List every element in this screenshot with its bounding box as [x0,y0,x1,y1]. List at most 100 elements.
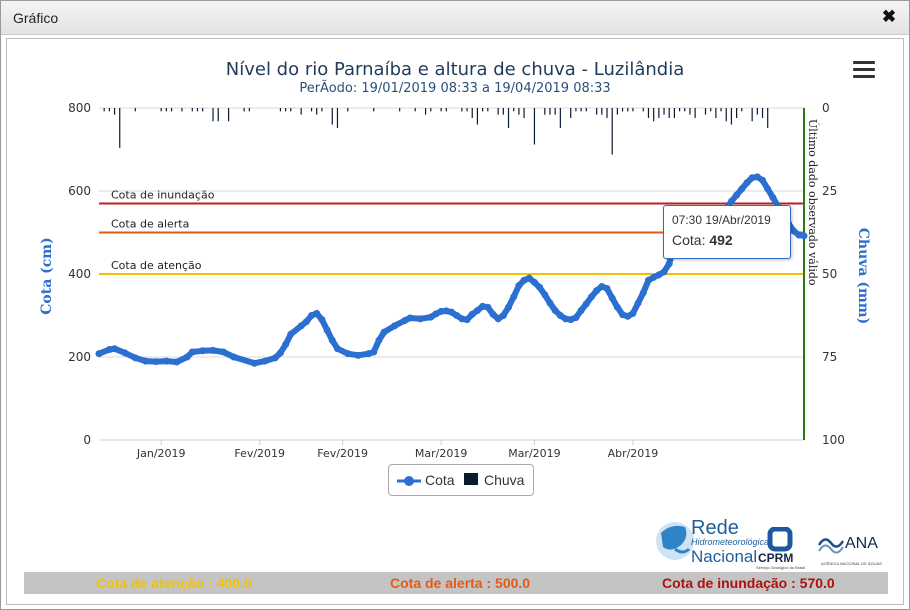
ana-logo-text: ANA [845,535,878,552]
cota-point [603,285,611,293]
cota-point [551,307,559,315]
cota-point [432,310,440,318]
cota-point [510,293,518,301]
x-tick-label: Fev/2019 [234,447,285,460]
cota-point [639,289,647,297]
cota-point [95,350,103,358]
chart-menu-hamburger-icon[interactable] [853,61,875,79]
cota-point [613,303,621,311]
x-tick-label: Mar/2019 [415,447,467,460]
cprm-logo-text: CPRM [758,551,794,565]
cota-point [333,345,341,353]
y-right-tick-label: 100 [822,433,845,447]
last-data-label: Último dado observado válido [806,119,820,286]
y-left-tick-label: 800 [68,101,91,115]
cota-point [665,260,673,268]
ana-logo-small: AGÊNCIA NACIONAL DE ÁGUAS [821,561,882,566]
y-right-axis-title: Chuva (mm) [855,228,871,324]
cota-point [748,174,756,182]
cota-point [261,357,269,365]
rede-logo-line1: Rede [691,517,739,539]
cota-point [230,353,238,361]
chart-tooltip: 07:30 19/Abr/2019 Cota: 492 [663,205,791,259]
cota-point [577,307,585,315]
cota-point [790,227,798,235]
cota-point [759,176,767,184]
y-right-tick-label: 0 [822,101,830,115]
x-tick-label: Fev/2019 [317,447,368,460]
cota-point [121,349,129,357]
y-left-tick-label: 600 [68,184,91,198]
ana-waves-icon [817,538,845,554]
cota-point [448,308,455,316]
cota-point [297,322,305,330]
cota-point [587,293,595,301]
cota-point [370,348,378,356]
cota-point [318,316,326,324]
cota-point [344,350,352,358]
cota-point [313,309,321,317]
legend-chuva-square-icon [464,473,478,485]
y-right-tick-label: 50 [822,267,837,281]
cota-point [556,312,564,319]
cota-point [152,358,160,366]
y-right-tick-label: 25 [822,184,837,198]
cota-point [593,287,601,295]
cota-point [282,341,290,349]
rede-logo-line2: Hidrometeorológica [691,537,770,547]
legend-item-cota[interactable]: Cota [425,472,455,488]
threshold-label: Cota de atenção [111,259,202,272]
tooltip-date: 07:30 19/Abr/2019 [672,213,771,227]
cota-point [427,313,435,321]
cota-point [142,357,150,365]
chart-container: Nível do rio Parnaíba e altura de chuva … [6,38,904,605]
cota-point [572,314,580,322]
footer-cota-inundacao: Cota de inundação : 570.0 [662,575,835,591]
cota-point [795,231,803,239]
y-left-axis-title: Cota (cm) [39,237,55,314]
cota-point [463,316,471,324]
y-left-tick-label: 200 [68,350,91,364]
rede-logo-line3: Nacional [691,547,758,566]
cota-point [660,268,668,276]
footer-cota-alerta: Cota de alerta : 500.0 [390,575,531,591]
cota-point [743,179,751,187]
cota-point [271,354,279,362]
cota-point [105,346,113,354]
tooltip-label: Cota [672,232,702,248]
cota-point [375,336,383,344]
cota-point [188,348,196,356]
cota-point [753,173,761,181]
cota-point [458,315,466,323]
cota-point [302,318,310,326]
cota-point [209,346,217,354]
x-tick-label: Mar/2019 [508,447,560,460]
tooltip-value: 492 [709,232,733,248]
footer-cota-atencao: Cota de atenção : 400.0 [96,575,252,591]
cota-point [800,232,808,240]
cota-point [644,276,652,284]
cota-point [251,359,259,367]
legend-item-chuva[interactable]: Chuva [484,472,525,488]
cota-point [634,299,642,307]
cota-point [727,197,735,205]
x-tick-label: Jan/2019 [136,447,186,460]
thresholds-footer: Cota de atenção : 400.0 Cota de alerta :… [24,572,888,594]
chart-title: Nível do rio Parnaíba e altura de chuva … [226,59,684,80]
chart-svg: Nível do rio Parnaíba e altura de chuva … [39,59,871,460]
cota-point [582,300,590,308]
cota-point [406,314,414,322]
cota-point [769,194,777,202]
cota-point [650,273,658,281]
dialog-title: Gráfico [13,10,59,26]
cota-point [468,310,476,318]
cota-point [515,282,523,290]
cota-point [287,330,295,338]
cota-point [479,302,487,310]
dialog-titlebar: Gráfico ✖ [1,1,909,35]
threshold-label: Cota de inundação [111,188,215,201]
cota-point [738,185,746,193]
y-left-tick-label: 400 [68,267,91,281]
close-icon[interactable]: ✖ [881,7,897,26]
